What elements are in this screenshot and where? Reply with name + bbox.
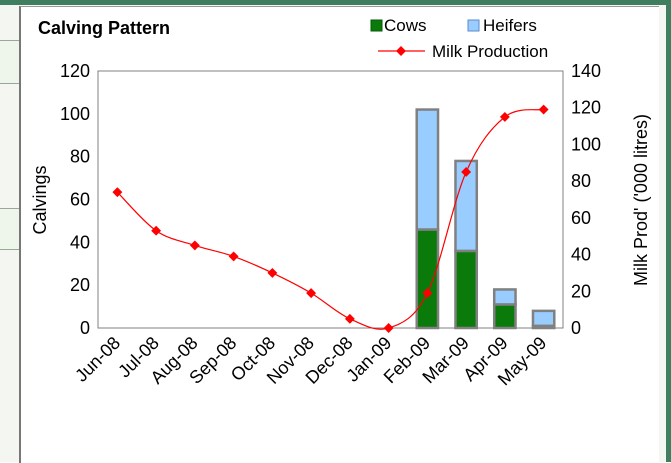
milk-production-point (228, 251, 239, 262)
milk-production-point (344, 313, 355, 324)
bar-heifers (492, 288, 517, 306)
calving-pattern-chart[interactable]: Calving Pattern Cows Heifers Milk Produc… (21, 7, 659, 463)
milk-production-point (422, 288, 433, 299)
milk-production-line (116, 108, 544, 330)
plot-area (97, 70, 564, 329)
milk-production-point (538, 104, 549, 115)
sheet-cell-strip (0, 40, 21, 84)
legend-label-milk: Milk Production (432, 42, 548, 61)
bar-heifers (415, 108, 440, 231)
left-axis-ticks: 0 20 40 60 80 100 120 (60, 61, 90, 338)
legend: Cows Heifers Milk Production (370, 16, 548, 61)
chart-object[interactable]: Calving Pattern Cows Heifers Milk Produc… (19, 6, 659, 463)
y2-tick-label: 40 (571, 245, 591, 265)
y-tick-label: 120 (60, 61, 90, 81)
y-tick-label: 80 (70, 147, 90, 167)
bar-cows (415, 228, 440, 330)
bar-cows (454, 249, 479, 330)
milk-production-point (267, 267, 278, 278)
right-axis-ticks: 0 20 40 60 80 100 120 140 (571, 61, 601, 338)
milk-production-point (461, 167, 472, 177)
milk-production-point (151, 225, 162, 236)
y2-tick-label: 0 (571, 318, 581, 338)
x-axis-ticks: Jun-08Jul-08Aug-08Sep-08Oct-08Nov-08Dec-… (71, 333, 550, 390)
y-tick-label: 100 (60, 104, 90, 124)
legend-swatch-heifers (467, 19, 480, 32)
y-tick-label: 60 (70, 190, 90, 210)
window-frame-top (0, 0, 671, 5)
milk-production-point (306, 288, 317, 299)
milk-production-point (112, 187, 123, 198)
y2-tick-label: 80 (571, 171, 591, 191)
bar-heifers (531, 309, 556, 328)
bar-series (415, 108, 556, 330)
y2-axis-title: Milk Prod' ('000 litres) (631, 114, 651, 286)
legend-swatch-cows (370, 19, 383, 32)
chart-title: Calving Pattern (38, 18, 170, 38)
bar-cows (492, 303, 517, 330)
window-frame-right (666, 0, 671, 462)
sheet-cell-strip (0, 208, 21, 250)
x-tick-label: Jun-08 (71, 333, 124, 386)
line-series (112, 104, 549, 333)
y2-tick-label: 120 (571, 98, 601, 118)
y-tick-label: 20 (70, 275, 90, 295)
y2-tick-label: 20 (571, 281, 591, 301)
y2-tick-label: 140 (571, 61, 601, 81)
legend-label-cows: Cows (384, 16, 427, 35)
bar-heifers (454, 159, 479, 253)
legend-label-heifers: Heifers (483, 16, 537, 35)
y-tick-label: 0 (80, 318, 90, 338)
y-axis-title: Calvings (30, 165, 50, 234)
legend-marker-milk (396, 46, 406, 56)
milk-production-point (189, 240, 200, 251)
y2-tick-label: 100 (571, 134, 601, 154)
y2-tick-label: 60 (571, 208, 591, 228)
y-tick-label: 40 (70, 232, 90, 252)
milk-production-point (383, 323, 394, 333)
